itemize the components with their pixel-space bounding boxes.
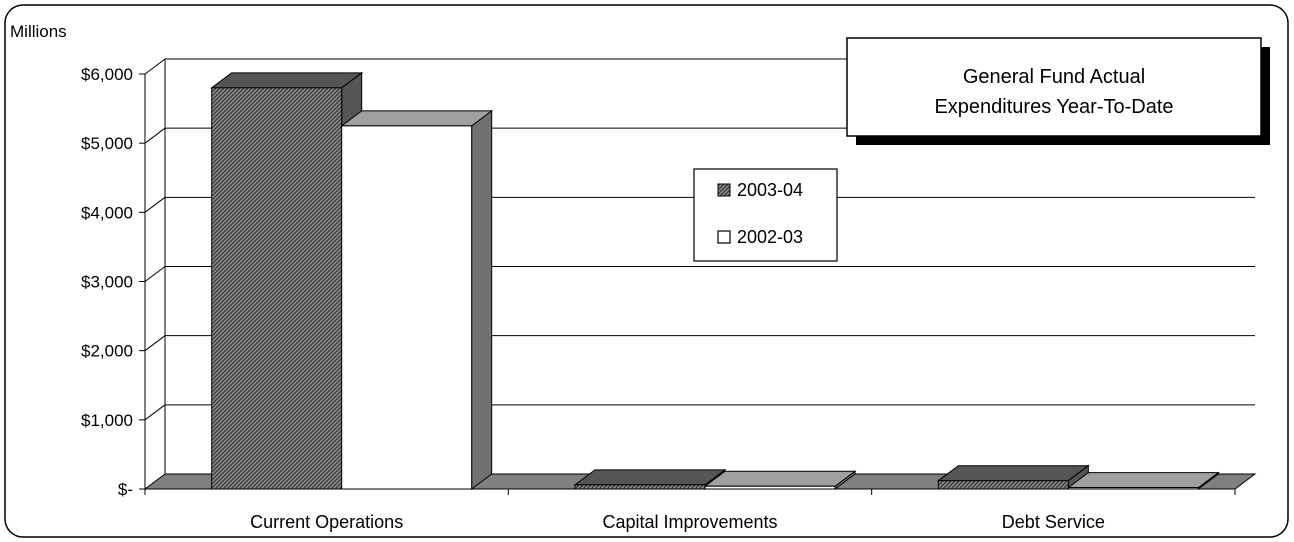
bar-top-2003-04 — [210, 72, 364, 89]
gridline-depth — [144, 404, 166, 421]
y-tick-label: $6,000 — [81, 65, 133, 84]
legend-swatch-2003-04 — [717, 183, 731, 197]
bar-top-2003-04 — [573, 469, 727, 486]
gridline-depth — [144, 335, 166, 352]
legend-label-2002-03: 2002-03 — [737, 227, 803, 247]
x-category-label: Debt Service — [1002, 512, 1105, 532]
chart-title-line-1: General Fund Actual — [963, 66, 1145, 88]
legend-swatch-2002-03 — [717, 230, 731, 244]
bar-top-2002-03 — [1066, 472, 1220, 489]
chart-title-box: General Fund Actual Expenditures Year-To… — [846, 37, 1270, 145]
bar-side-2002-03 — [471, 109, 493, 490]
bars-layer — [210, 71, 1220, 490]
x-category-label: Capital Improvements — [602, 512, 777, 532]
bar-2002-03 — [341, 125, 473, 490]
y-tick-label: $2,000 — [81, 342, 133, 361]
outer-frame — [4, 4, 1289, 538]
y-tick-label: $3,000 — [81, 273, 133, 292]
bar-2003-04 — [937, 480, 1069, 490]
bar-top-2003-04 — [936, 465, 1090, 482]
unit-label: Millions — [10, 22, 67, 41]
gridline-depth — [144, 127, 166, 144]
gridline-depth — [144, 196, 166, 213]
gridline-depth — [144, 266, 166, 282]
x-category-label: Current Operations — [250, 512, 403, 532]
gridline-depth — [144, 58, 166, 75]
chart-title-line-2: Expenditures Year-To-Date — [934, 96, 1173, 118]
bar-top-2002-03 — [340, 110, 494, 127]
y-tick-label: $- — [118, 480, 133, 499]
y-tick-label: $5,000 — [81, 134, 133, 153]
legend-label-2003-04: 2003-04 — [737, 180, 803, 200]
axis-layer: $6,000 $5,000 $4,000 $3,000 $2,000 $1,000 $- Cu… — [81, 65, 1236, 532]
y-tick-label: $1,000 — [81, 411, 133, 430]
bar-top-2002-03 — [703, 470, 857, 487]
bar-2003-04 — [574, 484, 706, 490]
bar-2003-04 — [211, 87, 343, 490]
legend: 2003-04 2002-03 — [693, 168, 838, 262]
y-tick-label: $4,000 — [81, 203, 133, 222]
